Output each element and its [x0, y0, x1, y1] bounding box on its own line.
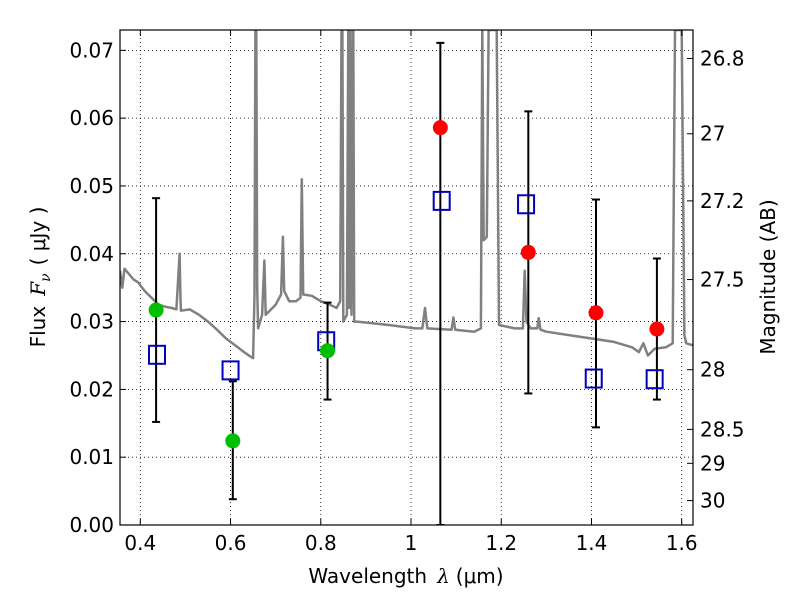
x-tick-label: 0.4 — [124, 531, 156, 555]
y2-tick-label: 27 — [700, 122, 725, 146]
x-tick-label: 1 — [405, 531, 418, 555]
y-tick-label: 0.07 — [69, 38, 114, 62]
model-photometry-square — [432, 190, 451, 211]
plot-frame — [119, 29, 694, 526]
y2-tick-label: 27.5 — [700, 268, 745, 292]
observed-flux-point — [588, 305, 604, 321]
observed-flux-point — [520, 244, 536, 260]
y-tick-label: 0.06 — [69, 106, 114, 130]
observed-flux-point — [320, 343, 336, 359]
y2-tick-label: 29 — [700, 451, 725, 475]
axes: 0.4 0.6 0.8 1 1.2 1.4 1.6 0.00 0.01 0.02 0.03 0.04 0… — [69, 30, 745, 555]
x-tick-label: 1.6 — [666, 531, 698, 555]
x-tick-label: 0.8 — [305, 531, 337, 555]
model-photometry-square — [584, 368, 603, 389]
y2-tick-label: 27.2 — [700, 189, 745, 213]
y2-axis-label: Magnitude (AB) — [756, 199, 780, 354]
x-tick-label: 1.2 — [485, 531, 517, 555]
x-tick-label: 0.6 — [215, 531, 247, 555]
model-spectrum-line — [120, 30, 693, 360]
y-tick-label: 0.04 — [69, 242, 114, 266]
y2-tick-label: 26.8 — [700, 46, 745, 70]
observed-flux-point — [225, 433, 241, 449]
y-tick-label: 0.02 — [69, 377, 114, 401]
model-photometry-square — [147, 344, 166, 365]
model-photometry-square — [517, 194, 536, 215]
observed-flux-point — [649, 321, 665, 337]
y-tick-label: 0.03 — [69, 310, 114, 334]
y-tick-label: 0.05 — [69, 174, 114, 198]
y-axis-label: FluxFν( μJy ) — [26, 207, 54, 348]
y-tick-label: 0.01 — [69, 445, 114, 469]
x-tick-label: 1.4 — [576, 531, 608, 555]
y2-tick-label: 28 — [700, 358, 725, 382]
x-axis-label: Wavelength λ (μm) — [308, 564, 503, 588]
model-photometry-square — [221, 360, 240, 381]
y-tick-label: 0.00 — [69, 513, 114, 537]
observed-flux-point — [148, 302, 164, 318]
plot-area — [120, 30, 693, 525]
model-photometry-square — [645, 369, 664, 390]
y2-tick-label: 28.5 — [700, 417, 745, 441]
y2-tick-label: 30 — [700, 489, 725, 513]
observed-flux-point — [432, 120, 448, 136]
